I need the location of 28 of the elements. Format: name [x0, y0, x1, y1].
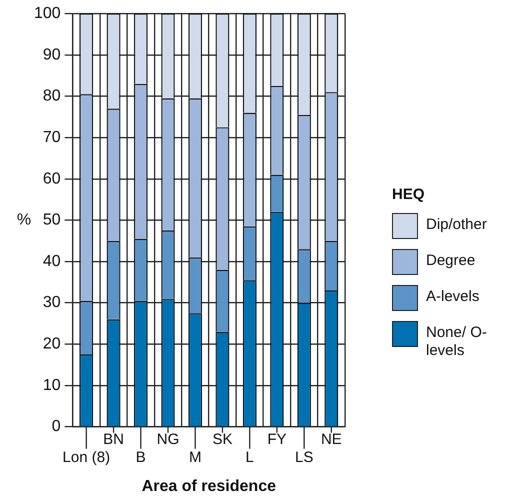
legend-label: Dip/other [426, 215, 488, 234]
x-tick-label: NE [320, 430, 342, 448]
y-tick-label: 20 [42, 336, 61, 353]
y-tick-label: 50 [42, 212, 61, 229]
x-tick-label: FY [267, 430, 287, 448]
y-tick-label: 70 [42, 128, 61, 146]
y-tick-label: 60 [42, 170, 61, 188]
y-axis-title: % [16, 212, 32, 229]
y-tick-label: 90 [42, 46, 61, 64]
legend-label: A-levels [426, 287, 480, 306]
y-tick-label: 0 [52, 418, 61, 436]
y-tick-label: 10 [42, 376, 61, 394]
y-tick-label: 100 [34, 5, 61, 22]
x-tick-label: NG [156, 430, 180, 448]
x-tick-label: SK [212, 430, 232, 448]
x-tick-label: B [136, 448, 146, 466]
y-tick-label: 30 [42, 294, 61, 312]
y-tick-label: 80 [42, 88, 61, 105]
x-tick-label: M [188, 448, 202, 466]
legend-label: Degree [426, 251, 476, 270]
y-tick-label: 40 [42, 252, 61, 270]
legend-label: None/ O-levels [426, 323, 488, 360]
x-axis-title: Area of residence [142, 478, 276, 495]
x-tick-label: Lon (8) [62, 448, 110, 466]
x-tick-label: L [246, 448, 254, 466]
x-tick-label: LS [294, 448, 314, 466]
x-tick-label: BN [103, 430, 124, 448]
legend-title: HEQ [392, 186, 426, 203]
